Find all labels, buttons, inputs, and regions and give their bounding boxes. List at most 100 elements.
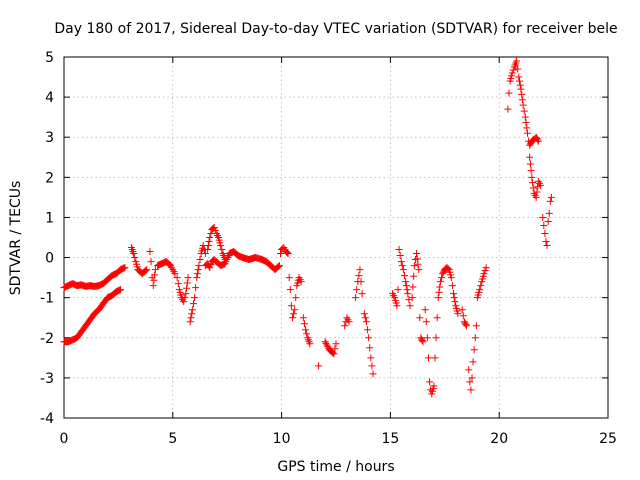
data-point — [424, 354, 432, 362]
data-point — [194, 266, 202, 274]
data-point — [366, 344, 374, 352]
data-point — [522, 119, 530, 127]
data-point — [410, 272, 418, 280]
data-point — [422, 318, 430, 326]
x-tick-label: 20 — [490, 431, 508, 447]
y-tick-label: -3 — [40, 371, 54, 387]
data-point — [462, 320, 470, 328]
data-point — [432, 334, 440, 342]
data-point — [332, 340, 340, 348]
data-point — [353, 286, 361, 294]
data-point — [414, 260, 422, 268]
data-point — [355, 272, 363, 280]
data-point — [482, 264, 490, 272]
y-tick-label: 5 — [45, 50, 54, 66]
data-point — [451, 298, 459, 306]
data-point — [472, 322, 480, 330]
data-point — [448, 282, 456, 290]
data-point — [321, 338, 329, 346]
data-point — [539, 213, 547, 221]
data-point — [192, 284, 200, 292]
data-point — [419, 338, 427, 346]
data-point — [352, 294, 360, 302]
data-point — [544, 217, 552, 225]
data-point — [330, 350, 338, 358]
x-tick-label: 0 — [60, 431, 69, 447]
data-point — [205, 238, 213, 246]
y-tick-labels: -4 -3 -2 -1 0 1 2 3 4 5 — [40, 50, 54, 427]
axis-ticks — [63, 56, 609, 419]
data-point — [288, 314, 296, 322]
data-point — [481, 267, 489, 275]
data-point — [184, 274, 192, 282]
data-point — [300, 320, 308, 328]
data-point — [520, 107, 528, 115]
x-tick-label: 5 — [168, 431, 177, 447]
data-point — [218, 246, 226, 254]
data-point — [143, 266, 151, 274]
data-point — [403, 286, 411, 294]
data-point — [434, 294, 442, 302]
x-axis-label: GPS time / hours — [277, 459, 394, 475]
data-point — [509, 66, 517, 74]
data-point — [360, 310, 368, 318]
data-point — [146, 248, 154, 256]
data-point — [514, 65, 522, 73]
data-point — [518, 90, 526, 98]
data-point — [180, 298, 188, 306]
data-point — [291, 306, 299, 314]
data-point — [322, 339, 330, 347]
y-tick-label: 0 — [45, 251, 54, 267]
data-point — [541, 229, 549, 237]
data-point — [513, 57, 521, 65]
data-point — [517, 85, 525, 93]
data-point — [396, 252, 404, 260]
data-point — [186, 318, 194, 326]
data-point — [189, 300, 197, 308]
y-tick-label: 2 — [45, 170, 54, 186]
data-point — [411, 256, 419, 264]
data-point — [206, 264, 214, 272]
data-point — [523, 124, 531, 132]
y-tick-label: 3 — [45, 130, 54, 146]
data-point — [395, 246, 403, 254]
data-point — [183, 279, 191, 287]
data-point — [401, 272, 409, 280]
data-point — [398, 262, 406, 270]
data-point — [515, 73, 523, 81]
data-point — [195, 262, 203, 270]
data-point — [323, 341, 331, 349]
data-point — [521, 113, 529, 121]
data-point — [283, 248, 291, 256]
data-point — [526, 153, 534, 161]
data-point — [523, 129, 531, 137]
data-point — [409, 283, 417, 291]
data-point — [415, 266, 423, 274]
data-point — [142, 266, 150, 274]
data-point — [171, 270, 179, 278]
data-point — [345, 318, 353, 326]
data-point — [275, 262, 283, 270]
data-point — [406, 302, 414, 310]
data-point — [504, 105, 512, 113]
data-point — [191, 294, 199, 302]
data-point — [546, 197, 554, 205]
data-point — [315, 362, 323, 370]
data-point — [421, 306, 429, 314]
data-point — [211, 226, 219, 234]
data-point — [329, 349, 337, 357]
data-point — [201, 250, 209, 258]
data-point — [471, 334, 479, 342]
data-point — [470, 346, 478, 354]
data-point — [284, 250, 292, 258]
data-point — [529, 184, 537, 192]
data-point — [537, 181, 545, 189]
data-point — [444, 265, 452, 273]
data-point — [532, 193, 540, 201]
data-point — [204, 242, 212, 250]
data-point — [418, 336, 426, 344]
data-point — [534, 137, 542, 145]
data-point — [217, 242, 225, 250]
data-point — [286, 286, 294, 294]
